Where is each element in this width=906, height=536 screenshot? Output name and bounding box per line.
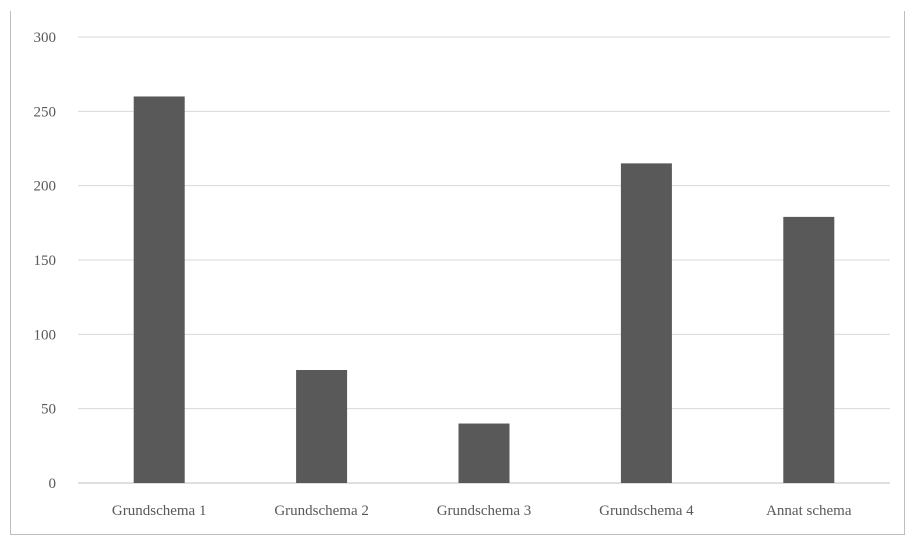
bar-5	[783, 216, 835, 484]
chart-border	[10, 11, 905, 535]
y-tick-label: 250	[34, 104, 57, 120]
x-category-label: Grundschema 2	[274, 503, 369, 519]
bar-2	[296, 370, 348, 483]
y-tick-label: 50	[41, 402, 56, 418]
y-tick-label: 150	[34, 253, 57, 269]
x-category-label: Annat schema	[766, 503, 852, 519]
bar-3	[458, 423, 510, 483]
y-tick-label: 200	[34, 179, 57, 195]
bar-1	[133, 96, 185, 483]
x-category-label: Grundschema 3	[437, 503, 532, 519]
y-tick-label: 100	[34, 327, 57, 343]
y-tick-label: 300	[34, 30, 57, 46]
y-tick-label: 0	[49, 476, 57, 492]
bar-4	[620, 163, 672, 483]
x-category-label: Grundschema 4	[599, 503, 694, 519]
x-category-label: Grundschema 1	[112, 503, 207, 519]
